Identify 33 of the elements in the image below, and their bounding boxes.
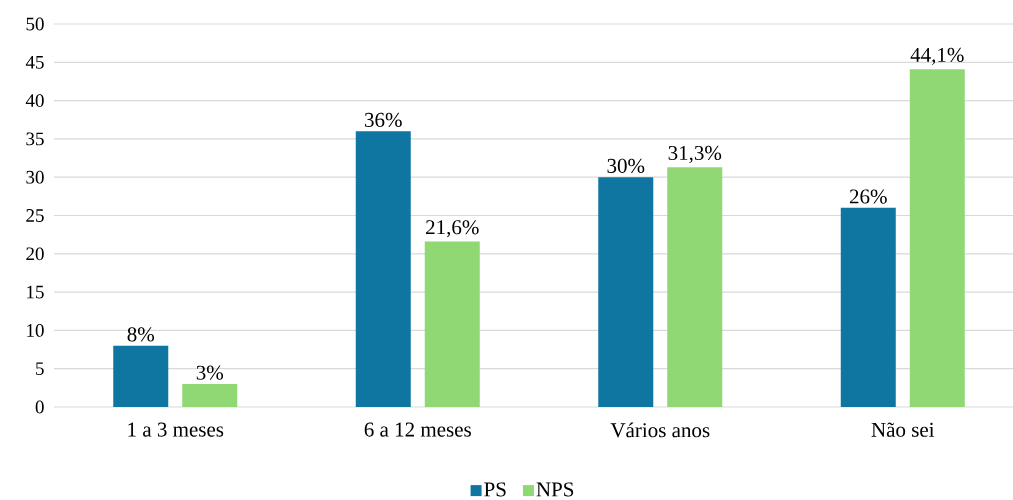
x-tick-label: Vários anos bbox=[610, 422, 710, 438]
legend-label: NPS bbox=[536, 482, 574, 497]
y-tick-label: 35 bbox=[26, 132, 44, 146]
y-tick-label: 50 bbox=[26, 17, 44, 31]
data-label: 21,6% bbox=[426, 220, 479, 238]
x-tick-label: Não sei bbox=[871, 422, 935, 437]
x-tick-label: 6 a 12 meses bbox=[364, 422, 471, 437]
x-tick-label: 1 a 3 meses bbox=[128, 422, 224, 437]
y-tick-label: 5 bbox=[36, 362, 44, 376]
bar bbox=[909, 69, 965, 407]
y-tick-label: 45 bbox=[25, 55, 44, 69]
y-tick-label: 30 bbox=[26, 170, 44, 184]
bar bbox=[667, 167, 723, 407]
y-tick-label: 40 bbox=[25, 94, 44, 108]
bar bbox=[598, 177, 654, 407]
data-label: 8% bbox=[127, 327, 155, 342]
y-tick-label: 0 bbox=[35, 400, 44, 414]
y-tick-label: 20 bbox=[26, 247, 44, 261]
data-label: 3% bbox=[196, 365, 224, 380]
y-tick-label: 15 bbox=[27, 285, 44, 299]
bar bbox=[840, 207, 896, 407]
bar bbox=[424, 241, 480, 407]
bar bbox=[182, 384, 238, 407]
data-label: 26% bbox=[849, 189, 887, 204]
data-label: 44,1% bbox=[910, 47, 964, 65]
y-tick-label: 10 bbox=[27, 323, 44, 337]
data-label: 30% bbox=[607, 158, 645, 174]
legend-label: PS bbox=[484, 482, 506, 497]
data-label: 31,3% bbox=[668, 145, 722, 164]
y-tick-label: 25 bbox=[26, 209, 44, 222]
data-label: 36% bbox=[365, 112, 402, 128]
bar bbox=[355, 131, 411, 407]
bar bbox=[113, 345, 169, 407]
